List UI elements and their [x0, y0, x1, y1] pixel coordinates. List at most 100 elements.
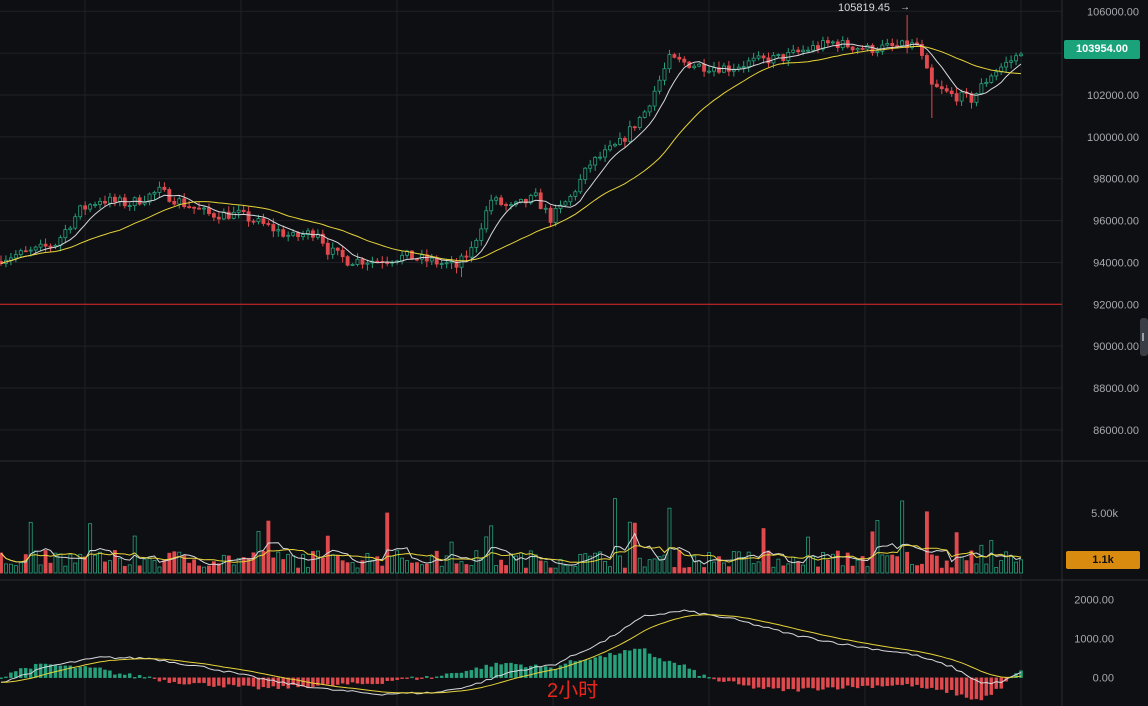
volume-bar-down: [0, 552, 3, 574]
volume-bar-down: [969, 550, 974, 574]
volume-bar-up: [588, 555, 593, 574]
macd-bar-negative: [182, 677, 186, 685]
macd-bar-negative: [994, 677, 998, 689]
volume-bar-down: [454, 563, 459, 574]
volume-bar-down: [43, 550, 48, 574]
candle-up: [489, 199, 494, 212]
volume-bar-down: [261, 550, 266, 574]
macd-bar-negative: [261, 677, 266, 688]
macd-bar-negative: [900, 677, 904, 686]
volume-bar-up: [880, 554, 885, 574]
volume-last-tag: 1.1k: [1066, 551, 1140, 569]
macd-bar-positive: [58, 665, 63, 678]
macd-bar-positive: [19, 668, 23, 678]
volume-bar-up: [806, 536, 811, 574]
macd-bar-negative: [964, 677, 969, 698]
candle-down: [172, 201, 177, 205]
candle-down: [103, 201, 107, 204]
macd-bar-negative: [885, 677, 890, 687]
candle-down: [345, 256, 350, 266]
price-scale-handle[interactable]: [1140, 318, 1148, 356]
candle-down: [335, 247, 340, 251]
candle-up: [469, 246, 474, 258]
volume-bar-down: [211, 561, 216, 574]
candle-up: [613, 143, 617, 147]
macd-bar-negative: [256, 677, 261, 690]
macd-bar-negative: [741, 677, 746, 686]
volume-bar-down: [207, 565, 211, 574]
macd-bar-negative: [167, 677, 172, 684]
volume-bar-down: [137, 565, 142, 574]
candle-down: [340, 249, 345, 258]
macd-bar-positive: [628, 650, 632, 678]
candle-up: [617, 138, 622, 145]
candle-up: [63, 229, 68, 239]
volume-bar-up: [78, 553, 83, 574]
candle-up: [652, 90, 657, 107]
volume-bar-up: [563, 565, 568, 574]
candle-up: [484, 210, 489, 230]
candles-group: [0, 15, 1023, 278]
candle-down: [682, 58, 687, 63]
macd-bar-negative: [385, 677, 389, 681]
macd-bar-negative: [355, 677, 360, 684]
volume-bar-up: [53, 552, 58, 574]
volume-bar-down: [726, 566, 731, 574]
volume-bar-up: [98, 551, 102, 574]
volume-bar-down: [766, 550, 771, 574]
candle-down: [385, 262, 390, 264]
candle-up: [578, 179, 583, 193]
candle-up: [33, 246, 38, 251]
macd-bar-negative: [905, 677, 909, 684]
candle-up: [1004, 61, 1009, 68]
macd-bar-negative: [880, 677, 885, 687]
volume-bar-up: [68, 554, 73, 574]
macd-bar-negative: [786, 677, 791, 690]
candle-down: [182, 198, 187, 207]
candle-up: [301, 234, 305, 238]
volume-bar-up: [598, 551, 603, 574]
volume-bar-up: [731, 551, 736, 574]
volume-bar-up: [276, 551, 281, 574]
high-marker-label: 105819.45: [838, 2, 890, 14]
macd-bar-positive: [63, 665, 68, 678]
volume-bar-up: [301, 554, 305, 574]
volume-bar-down: [964, 560, 969, 574]
macd-bar-negative: [345, 677, 350, 685]
volume-bar-down: [192, 559, 197, 574]
volume-bar-up: [365, 553, 370, 574]
volume-bar-up: [8, 563, 13, 574]
macd-bar-negative: [276, 677, 281, 689]
volume-bar-down: [414, 562, 419, 574]
macd-bar-negative: [340, 677, 345, 684]
macd-bar-negative: [816, 677, 820, 691]
candle-down: [261, 218, 266, 224]
volume-bar-up: [291, 555, 296, 574]
candle-up: [756, 55, 761, 59]
volume-bar-up: [558, 558, 563, 574]
volume-bar-up: [370, 559, 375, 574]
macd-bar-negative: [192, 677, 196, 684]
macd-bar-negative: [910, 677, 914, 687]
volume-bar-up: [994, 567, 999, 574]
macd-bar-positive: [672, 662, 677, 678]
volume-bar-up: [405, 560, 409, 574]
macd-bar-negative: [722, 677, 726, 682]
macd-bar-positive: [623, 650, 627, 678]
candle-down: [717, 67, 721, 73]
macd-bar-positive: [657, 658, 662, 678]
candle-down: [924, 55, 929, 69]
macd-bar-negative: [335, 677, 340, 685]
volume-bar-down: [112, 550, 117, 574]
price-axis-tick: 106000.00: [1087, 6, 1139, 18]
candle-up: [697, 63, 702, 67]
macd-bar-negative: [870, 677, 875, 688]
macd-bar-negative: [360, 677, 365, 685]
volume-bar-down: [796, 561, 801, 574]
volume-bar-up: [221, 554, 226, 574]
macd-bar-positive: [434, 676, 439, 678]
macd-bar-negative: [291, 677, 295, 685]
macd-bar-positive: [534, 664, 538, 678]
